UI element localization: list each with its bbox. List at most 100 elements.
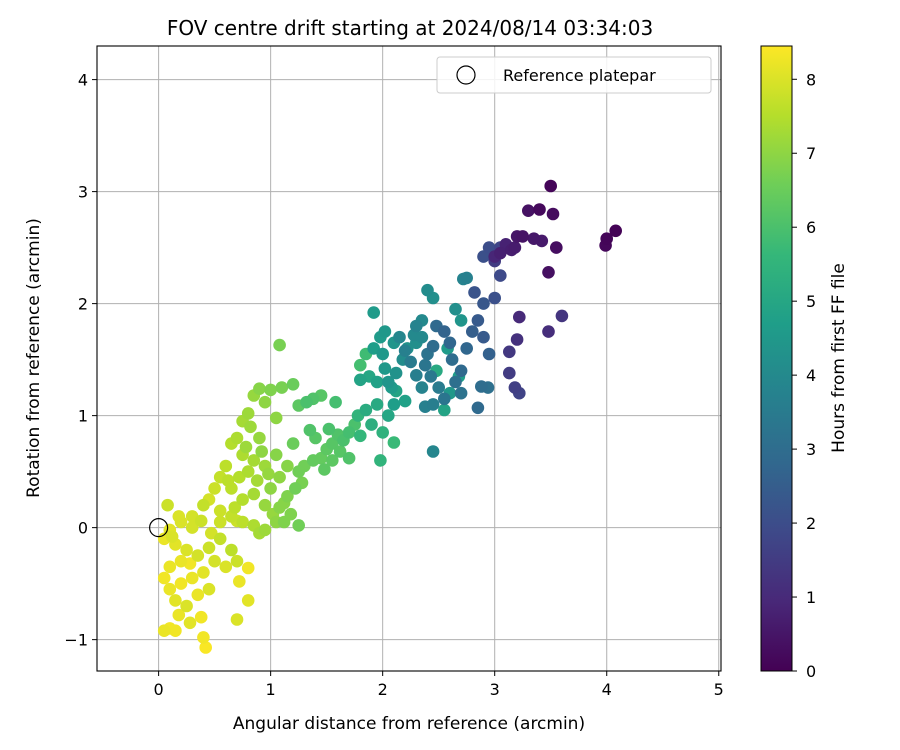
scatter-point [359,403,373,417]
scatter-point [329,395,342,409]
scatter-point [454,364,468,378]
scatter-point [438,325,451,338]
scatter-point [284,507,298,521]
scatter-point [228,501,242,514]
scatter-point [370,375,384,389]
scatter-point [165,530,179,543]
x-tick-label: 0 [154,680,164,699]
scatter-point [445,353,459,366]
scatter-point [410,369,423,382]
legend: Reference platepar [436,56,712,94]
scatter-point [244,420,257,434]
y-tick-label: 1 [78,407,88,426]
scatter-point [258,395,272,409]
scatter-point [398,344,412,358]
scatter-point [269,448,283,462]
reference-platepar-marker [149,518,169,538]
scatter-point [199,641,212,654]
colorbar-tick-label: 6 [806,218,816,237]
scatter-point [163,582,177,596]
scatter-point [382,409,395,422]
scatter-point [157,624,171,637]
scatter-point [544,179,557,193]
scatter-point [303,423,317,437]
scatter-point [527,232,541,245]
scatter-point [468,286,481,299]
grid-lines [97,46,721,671]
y-tick-label: 4 [78,71,88,90]
scatter-point [415,330,429,344]
scatter-point [542,325,555,338]
scatter-point [191,549,205,562]
scatter-point [482,347,496,361]
scatter-point [503,345,516,359]
scatter-point [378,362,392,375]
scatter-point [382,375,395,389]
scatter-point [208,482,221,495]
scatter-point [333,445,347,458]
y-tick-label: 2 [78,295,88,314]
scatter-point [449,302,462,316]
x-axis-label: Angular distance from reference (arcmin) [233,714,585,734]
scatter-point [454,314,468,327]
scatter-point [264,482,277,495]
scatter-point [191,588,205,602]
scatter-point [213,515,227,529]
scatter-point [454,386,468,400]
colorbar-tick-label: 3 [806,440,816,459]
scatter-point [438,392,451,406]
scatter-point [180,599,193,613]
scatter-point [426,339,440,353]
data-points [149,179,622,654]
legend-entry-reference-platepar: Reference platepar [503,66,656,85]
scatter-point [258,523,272,537]
scatter-point [286,378,300,391]
scatter-point [471,401,485,415]
scatter-point [239,440,253,454]
y-axis-ticks: −1 0 1 2 3 4 [64,71,97,650]
scatter-point [247,454,261,467]
scatter-point [292,519,306,532]
scatter-point [503,366,516,380]
scatter-point [197,566,210,579]
scatter-point [494,269,507,282]
x-tick-label: 4 [602,680,612,699]
scatter-point [241,594,255,607]
scatter-point [387,398,401,411]
scatter-point [157,571,171,585]
scatter-point [424,370,438,383]
scatter-point [389,366,403,380]
colorbar-tick-label: 7 [806,144,816,163]
scatter-point [289,482,302,495]
scatter-point [300,395,313,409]
scatter-point [286,437,300,450]
scatter-point [415,381,429,394]
scatter-point [482,241,496,254]
scatter-point [326,454,339,467]
scatter-point [550,241,563,254]
scatter-point [275,381,289,394]
scatter-point [262,467,275,481]
colorbar [760,45,793,672]
colorbar-ticks: 0 1 2 3 4 5 6 7 8 [792,70,816,681]
y-tick-label: 3 [78,183,88,202]
scatter-point [273,338,286,352]
scatter-point [194,514,208,528]
scatter-point [513,310,526,324]
scatter-point [169,594,182,607]
scatter-point [546,207,560,221]
scatter-point [449,375,462,389]
plot-frame [96,45,722,672]
scatter-point [221,474,235,487]
scatter-point [471,314,485,327]
scatter-point [438,403,451,417]
scatter-point [255,445,268,458]
scatter-point [354,373,367,387]
scatter-point [172,608,186,622]
scatter-point [426,398,440,411]
scatter-point [609,224,622,238]
scatter-point [533,203,546,216]
scatter-point [370,398,384,411]
scatter-point [374,454,387,467]
